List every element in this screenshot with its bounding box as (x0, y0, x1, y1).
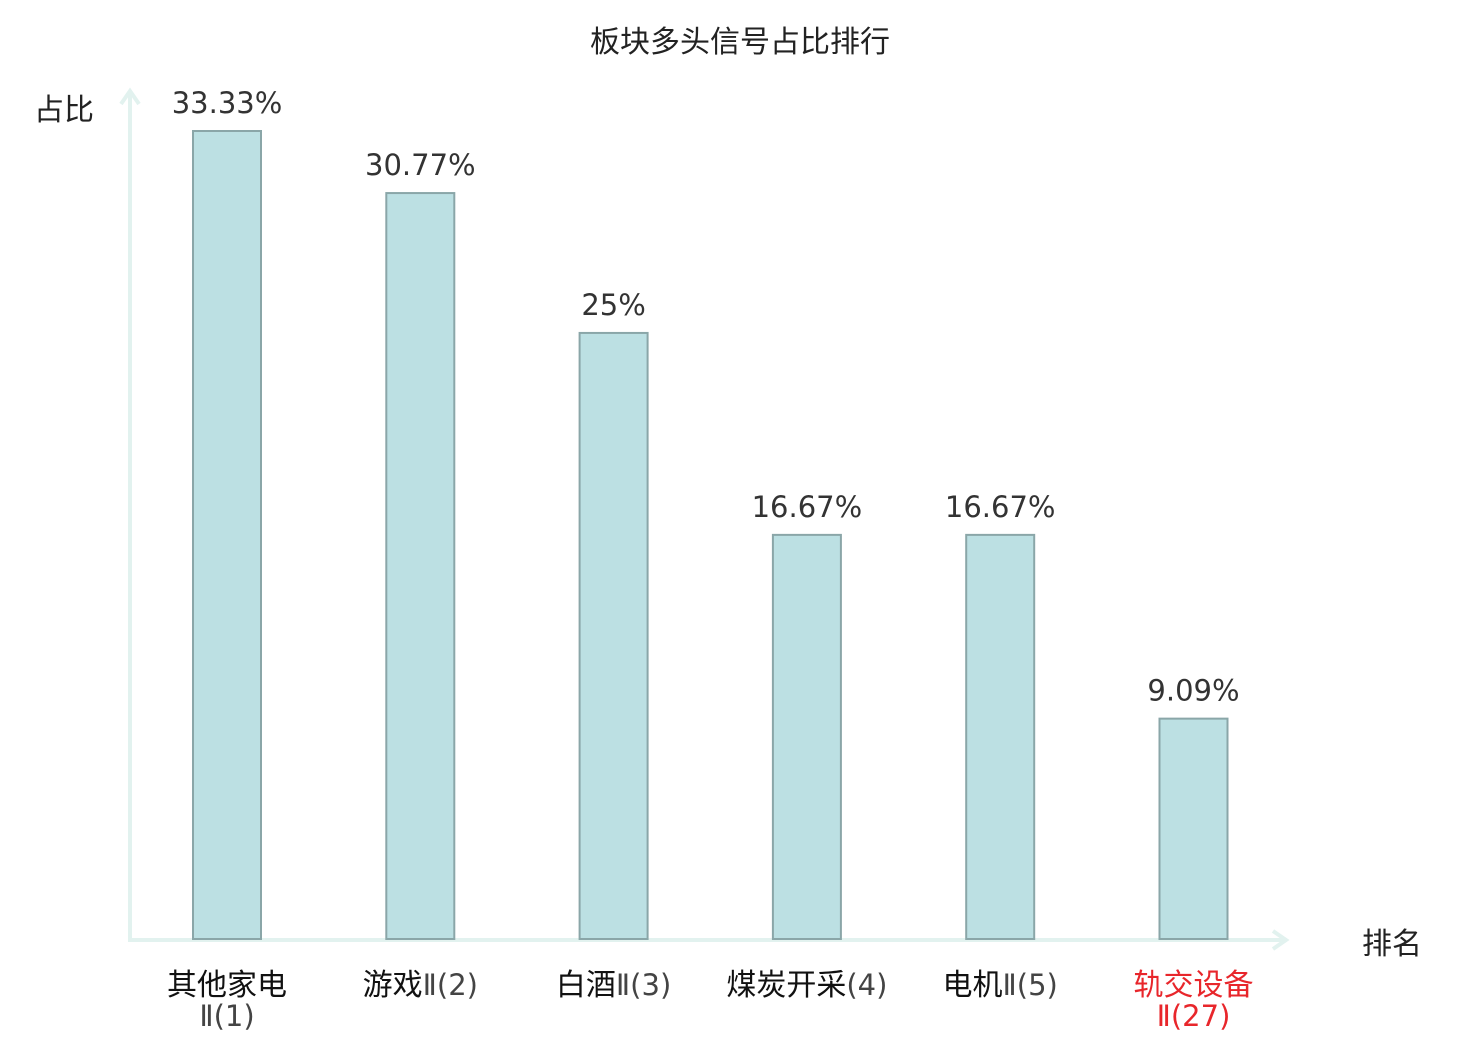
x-tick-rank: Ⅱ(5) (1003, 968, 1058, 1002)
data-label: 16.67% (945, 490, 1056, 524)
bars-layer: 33.33% 其他家电 Ⅱ(1) 30.77% 游戏Ⅱ(2) 25% 白酒Ⅱ(3) 16.67… (167, 86, 1254, 1033)
bar (192, 130, 262, 940)
x-tick-rank: Ⅱ(1) (199, 999, 254, 1033)
x-tick-name: 游戏 (363, 968, 423, 1003)
x-tick-name: 其他家电 (167, 968, 287, 1003)
x-tick-name: 白酒 (556, 968, 616, 1003)
data-label: 25% (581, 288, 645, 322)
data-label: 16.67% (752, 490, 863, 524)
x-tick-label: 煤炭开采(4) (726, 968, 887, 1003)
x-tick-name: 电机 (943, 968, 1003, 1003)
x-axis-arrow (1271, 929, 1290, 951)
x-tick-label: 轨交设备 Ⅱ(27) (1134, 968, 1254, 1033)
x-tick-name: 轨交设备 (1134, 968, 1254, 1003)
x-tick-name: 煤炭开采 (726, 968, 846, 1003)
x-tick-label: 其他家电 Ⅱ(1) (167, 968, 287, 1033)
x-tick-label: 游戏Ⅱ(2) (363, 968, 478, 1003)
x-tick-label: 白酒Ⅱ(3) (556, 968, 671, 1003)
x-tick-label: 电机Ⅱ(5) (943, 968, 1058, 1003)
chart-title: 板块多头信号占比排行 (590, 25, 890, 60)
bar (771, 533, 842, 940)
y-axis-arrow (119, 87, 141, 106)
x-tick-rank: Ⅱ(3) (616, 968, 671, 1002)
y-axis-label: 占比 (34, 93, 94, 128)
bar (965, 533, 1036, 940)
x-tick-rank: Ⅱ(27) (1157, 999, 1231, 1033)
data-label: 9.09% (1147, 674, 1239, 708)
bar (1158, 717, 1229, 940)
data-label: 33.33% (172, 86, 283, 120)
x-tick-rank: Ⅱ(2) (423, 968, 478, 1002)
bar (578, 331, 649, 940)
bar (385, 192, 456, 940)
x-axis-label: 排名 (1362, 927, 1422, 962)
x-tick-rank: (4) (846, 968, 887, 1002)
data-label: 30.77% (365, 148, 476, 182)
